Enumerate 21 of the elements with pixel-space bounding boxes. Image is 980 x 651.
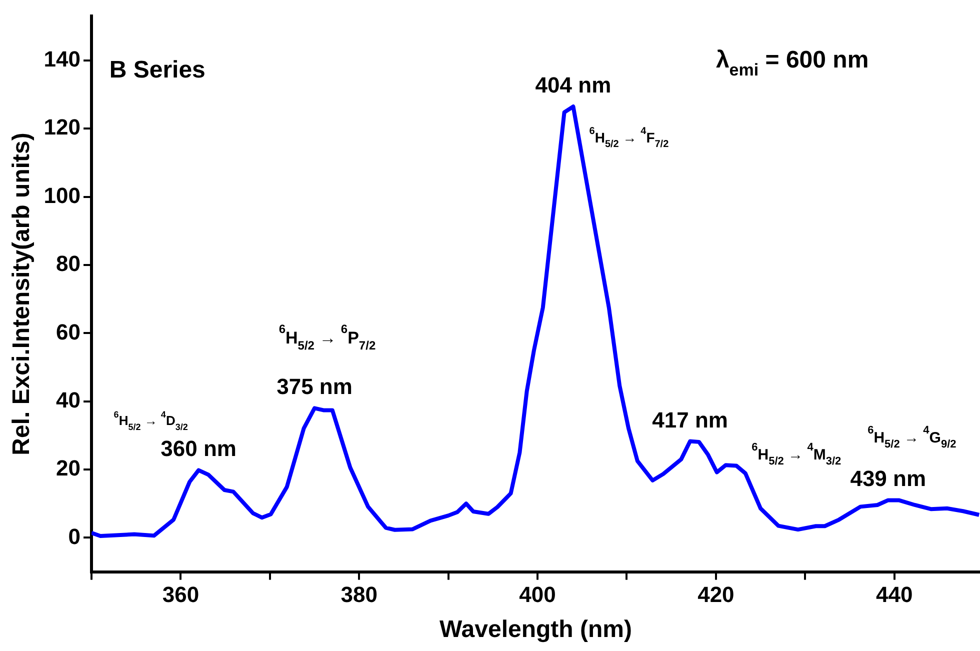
- y-tick-label: 100: [44, 182, 81, 208]
- x-tick-label: 360: [162, 582, 200, 608]
- annotation: 404 nm: [535, 72, 612, 98]
- y-tick-label: 140: [44, 46, 81, 72]
- y-tick-label: 40: [56, 387, 81, 412]
- annotation: 439 nm: [850, 466, 926, 492]
- x-tick-label: 380: [340, 582, 378, 608]
- y-tick-label: 120: [44, 114, 81, 140]
- text: B Series: [109, 56, 206, 84]
- y-tick-label: 0: [68, 524, 81, 549]
- x-tick-label: 440: [876, 582, 913, 608]
- x-tick-label: 420: [698, 582, 734, 608]
- y-tick-label: 80: [56, 251, 81, 276]
- y-axis-title: Rel. Exci.Intensity(arb units): [8, 132, 36, 456]
- x-tick-label: 400: [519, 582, 556, 608]
- x-axis-title: Wavelength (nm): [440, 616, 632, 644]
- annotation: 360 nm: [160, 436, 236, 462]
- y-tick-label: 20: [56, 456, 81, 481]
- annotation: 375 nm: [276, 374, 352, 400]
- annotation: 417 nm: [652, 407, 728, 432]
- y-tick-label: 60: [56, 319, 81, 344]
